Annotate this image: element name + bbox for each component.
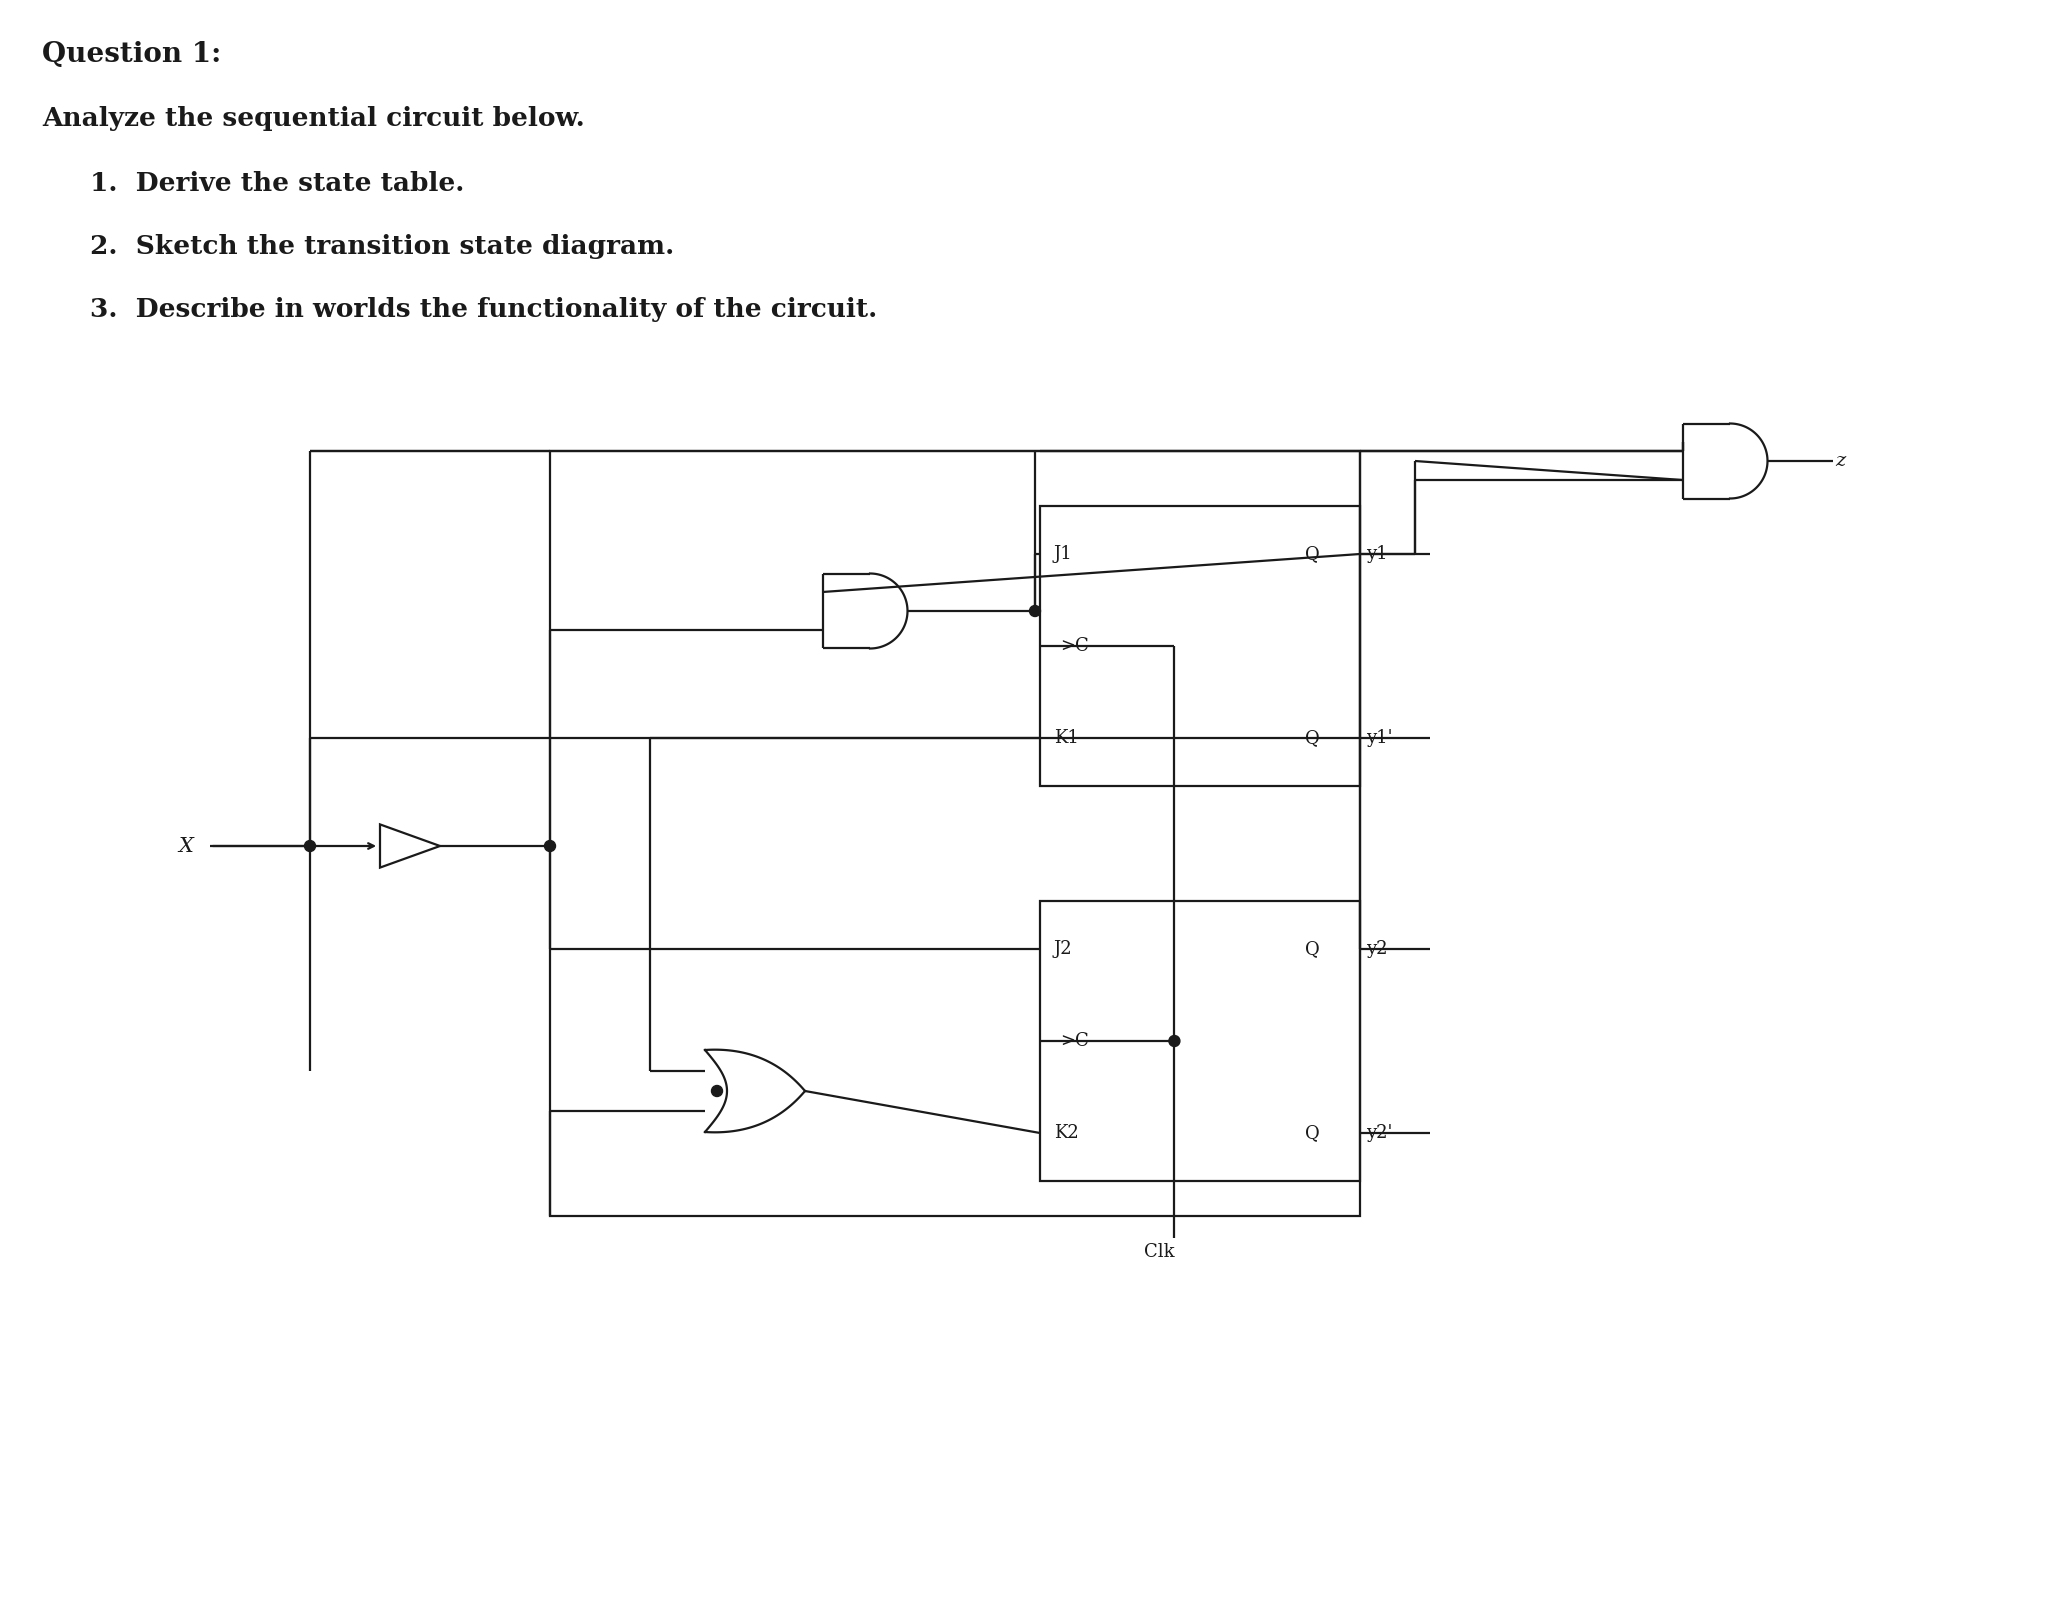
Bar: [1039, 506, 1361, 785]
Text: X: X: [178, 837, 192, 855]
Text: y2': y2': [1367, 1125, 1393, 1143]
Text: Q: Q: [1305, 545, 1320, 562]
Text: J1: J1: [1054, 545, 1072, 562]
Text: Question 1:: Question 1:: [43, 40, 221, 68]
Text: y1': y1': [1367, 729, 1393, 747]
Text: Q: Q: [1305, 729, 1320, 747]
Text: J2: J2: [1054, 941, 1072, 958]
Text: Q: Q: [1305, 941, 1320, 958]
Text: z: z: [1835, 452, 1845, 470]
Text: Analyze the sequential circuit below.: Analyze the sequential circuit below.: [43, 107, 585, 131]
Text: K1: K1: [1054, 729, 1078, 747]
Text: Q: Q: [1305, 1125, 1320, 1143]
Circle shape: [544, 840, 557, 852]
Circle shape: [1029, 606, 1041, 616]
Text: 3.  Describe in worlds the functionality of the circuit.: 3. Describe in worlds the functionality …: [90, 297, 878, 322]
Circle shape: [712, 1086, 722, 1097]
Text: 1.  Derive the state table.: 1. Derive the state table.: [90, 171, 464, 196]
Text: >C: >C: [1060, 1033, 1088, 1050]
Text: y2: y2: [1367, 941, 1387, 958]
Bar: [1039, 902, 1361, 1181]
Text: K2: K2: [1054, 1125, 1078, 1143]
Text: >C: >C: [1060, 637, 1088, 654]
Circle shape: [1168, 1036, 1181, 1047]
Text: y1: y1: [1367, 545, 1387, 562]
Text: Clk: Clk: [1144, 1243, 1174, 1260]
Bar: [550, 451, 1361, 1215]
Text: 2.  Sketch the transition state diagram.: 2. Sketch the transition state diagram.: [90, 234, 675, 259]
Circle shape: [305, 840, 315, 852]
